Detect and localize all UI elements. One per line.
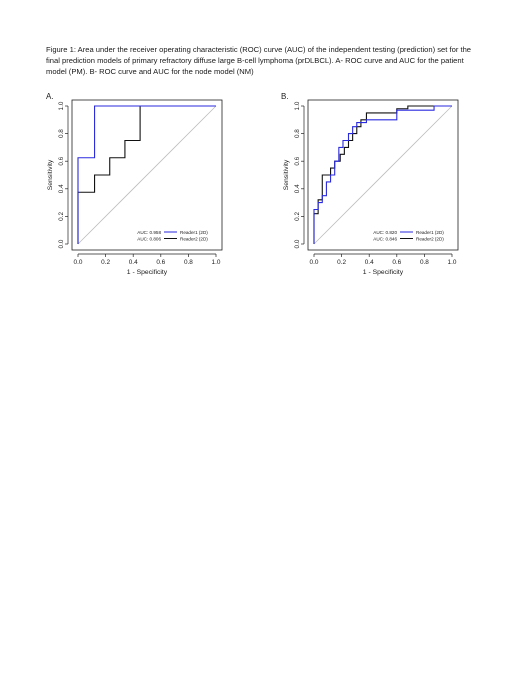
legend-auc-label: AUC: 0.846: [373, 237, 397, 242]
y-tick-label: 0.8: [58, 129, 65, 138]
x-axis-title: 1 - Specificity: [363, 269, 404, 276]
reference-diagonal-line: [313, 105, 453, 245]
x-tick-label: 1.0: [212, 259, 221, 266]
x-tick-label: 0.2: [337, 259, 346, 266]
roc-curve-series-1: [77, 105, 216, 244]
y-axis-title: Sensitivity: [47, 159, 54, 190]
y-tick-label: 0.6: [58, 156, 65, 165]
legend-auc-label: AUC: 0.806: [137, 237, 161, 242]
roc-curve-series-2: [313, 105, 452, 244]
y-tick-label: 0.0: [294, 239, 301, 248]
y-tick-label: 1.0: [58, 101, 65, 110]
y-axis-title: Sensitivity: [283, 159, 290, 190]
x-tick-label: 1.0: [448, 259, 457, 266]
plot-frame: [307, 99, 459, 251]
panel-label-a: A.: [46, 92, 54, 101]
legend-series-name: Reader1 (2D): [416, 230, 444, 235]
y-tick-label: 0.8: [294, 129, 301, 138]
roc-chart-panel-b: 0.0 0.2 0.4 0.6 0.8 1.0 0.0 0.2 0.4 0.6 0.8 1.0 1 - …: [283, 99, 459, 276]
x-tick-label: 0.4: [129, 259, 138, 266]
panel-label-b: B.: [281, 92, 289, 101]
legend-series-name: Reader2 (2D): [416, 237, 444, 242]
reference-diagonal-line: [77, 105, 217, 245]
y-tick-label: 0.0: [58, 239, 65, 248]
x-tick-label: 0.6: [392, 259, 401, 266]
legend-series-name: Reader2 (2D): [180, 237, 208, 242]
figure-caption: Figure 1: Area under the receiver operat…: [46, 45, 472, 76]
x-tick-label: 0.2: [101, 259, 110, 266]
y-tick-label: 0.2: [294, 212, 301, 221]
roc-curve-series-1: [313, 105, 452, 244]
x-tick-label: 0.0: [310, 259, 319, 266]
x-tick-label: 0.4: [365, 259, 374, 266]
legend-auc-label: AUC: 0.958: [137, 230, 161, 235]
x-axis-title: 1 - Specificity: [127, 269, 168, 276]
y-tick-label: 1.0: [294, 101, 301, 110]
y-tick-label: 0.6: [294, 156, 301, 165]
x-tick-label: 0.8: [184, 259, 193, 266]
x-tick-label: 0.0: [74, 259, 83, 266]
legend-auc-label: AUC: 0.820: [373, 230, 397, 235]
y-tick-label: 0.4: [294, 184, 301, 193]
roc-curve-series-2: [77, 105, 216, 244]
y-tick-label: 0.2: [58, 212, 65, 221]
roc-chart-panel-a: 0.0 0.2 0.4 0.6 0.8 1.0 0.0 0.2 0.4 0.6 0.8 1.0 1 - …: [47, 99, 223, 276]
plot-frame: [71, 99, 223, 251]
legend-series-name: Reader1 (2D): [180, 230, 208, 235]
x-tick-label: 0.8: [420, 259, 429, 266]
x-tick-label: 0.6: [156, 259, 165, 266]
y-tick-label: 0.4: [58, 184, 65, 193]
